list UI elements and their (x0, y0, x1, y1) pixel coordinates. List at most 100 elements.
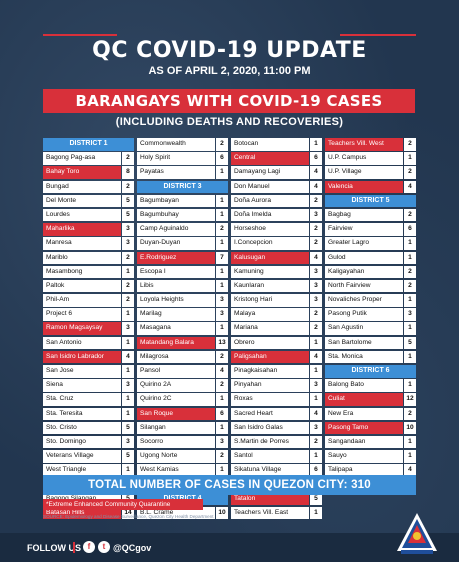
barangay-row: Pasong Putik 3 (325, 308, 416, 321)
barangay-name: North Fairview (325, 279, 403, 293)
barangay-name: Botocan (231, 138, 309, 151)
barangay-name: Doña Imelda (231, 208, 309, 222)
barangay-name: Camp Aguinaldo (137, 223, 215, 236)
column-4: Teachers Vill. West 2 U.P. Campus 1 U.P. Vil… (325, 138, 416, 493)
barangay-row: Sto. Cristo 5 (43, 421, 134, 435)
barangay-name: Sto. Cristo (43, 421, 121, 435)
barangay-row: Doña Aurora 2 (231, 194, 322, 208)
barangay-name: Milagrosa (137, 350, 215, 364)
header: QC COVID-19 UPDATE AS OF APRIL 2, 2020, … (0, 0, 459, 86)
case-count: 2 (310, 308, 322, 321)
barangay-name: Socorro (137, 435, 215, 449)
case-count: 1 (404, 237, 416, 250)
barangay-name: Pinagkaisahan (231, 365, 309, 378)
barangay-row: Greater Lagro 1 (325, 237, 416, 250)
header-rule-left (43, 34, 117, 36)
barangay-row: S.Martin de Porres 2 (231, 435, 322, 449)
case-count: 1 (216, 208, 228, 222)
barangay-name: Sauyo (325, 450, 403, 463)
barangay-name: Pinyahan (231, 379, 309, 392)
barangay-name: Matandang Balara (137, 336, 215, 350)
barangay-name: New Era (325, 407, 403, 421)
case-count: 2 (216, 450, 228, 463)
case-count: 1 (310, 506, 322, 520)
case-count: 1 (404, 322, 416, 335)
barangay-name: San Isidro Galas (231, 421, 309, 435)
barangay-row: Kaligayahan 2 (325, 265, 416, 279)
barangay-row: Doña Imelda 3 (231, 208, 322, 222)
barangay-row: Quirino 2C 1 (137, 393, 228, 406)
district-heading: DISTRICT 3 (137, 180, 228, 194)
barangay-row: Bagong Pag-asa 2 (43, 152, 134, 165)
case-count: 6 (216, 407, 228, 421)
barangay-name: Payatas (137, 166, 215, 179)
case-count: 3 (122, 237, 134, 250)
barangay-row-eecq: San Roque 6 (137, 407, 228, 421)
twitter-icon[interactable]: t (98, 541, 110, 553)
case-count: 2 (404, 208, 416, 222)
case-count: 3 (122, 322, 134, 335)
case-count: 5 (122, 208, 134, 222)
barangay-row: Veterans Village 5 (43, 450, 134, 463)
barangay-name: Obrero (231, 336, 309, 350)
case-count: 3 (216, 294, 228, 307)
barangay-row: Holy Spirit 6 (137, 152, 228, 165)
barangay-row: Camp Aguinaldo 2 (137, 223, 228, 236)
barangay-name: Quirino 2A (137, 379, 215, 392)
case-count: 1 (216, 265, 228, 279)
barangay-name: Kaligayahan (325, 265, 403, 279)
barangay-name: Escopa I (137, 265, 215, 279)
case-count: 4 (310, 180, 322, 194)
barangay-row: Bagumbuhay 1 (137, 208, 228, 222)
barangay-row: I.Concepcion 2 (231, 237, 322, 250)
barangay-name: Duyan-Duyan (137, 237, 215, 250)
case-count: 1 (216, 464, 228, 477)
case-count: 2 (310, 435, 322, 449)
barangay-name: Tatalon (231, 492, 309, 506)
barangay-row: San Isidro Galas 3 (231, 421, 322, 435)
barangay-name: Kalusugan (231, 251, 309, 264)
barangay-row: Silangan 1 (137, 421, 228, 435)
case-count: 2 (404, 166, 416, 179)
barangay-row-eecq: E.Rodriguez 7 (137, 251, 228, 264)
barangay-name: Manresa (43, 237, 121, 250)
barangay-row: Lourdes 5 (43, 208, 134, 222)
facebook-icon[interactable]: f (83, 541, 95, 553)
barangay-row: San Jose 1 (43, 365, 134, 378)
barangay-name: Masagana (137, 322, 215, 335)
barangay-row: Balong Bato 1 (325, 379, 416, 392)
district-heading-label: DISTRICT 5 (351, 196, 390, 204)
barangay-row: Kristong Hari 3 (231, 294, 322, 307)
district-heading: DISTRICT 5 (325, 194, 416, 208)
case-count: 3 (122, 379, 134, 392)
case-count: 2 (404, 279, 416, 293)
case-count: 1 (122, 308, 134, 321)
barangay-name: Sacred Heart (231, 407, 309, 421)
case-count: 10 (404, 421, 416, 435)
case-count: 10 (216, 506, 228, 520)
header-rule-right (340, 34, 416, 36)
case-count: 4 (404, 180, 416, 194)
case-count: 2 (310, 194, 322, 208)
barangay-name: Bagumbuhay (137, 208, 215, 222)
barangay-name: U.P. Village (325, 166, 403, 179)
case-count: 1 (122, 393, 134, 406)
barangay-row: West Kamias 1 (137, 464, 228, 477)
barangay-name: Santol (231, 450, 309, 463)
social-handle[interactable]: @QCgov (113, 543, 152, 553)
barangay-row: Bungad 2 (43, 180, 134, 194)
case-count: 5 (404, 336, 416, 350)
barangay-name: Sikatuna Village (231, 464, 309, 477)
barangay-row: Sta. Monica 1 (325, 350, 416, 364)
case-count: 4 (216, 365, 228, 378)
barangay-row: Pansol 4 (137, 365, 228, 378)
barangay-name: Maharlika (43, 223, 121, 236)
case-count: 14 (122, 506, 134, 520)
barangay-name: Ramon Magsaysay (43, 322, 121, 335)
barangay-name: Bagbag (325, 208, 403, 222)
barangay-row: San Bartolome 5 (325, 336, 416, 350)
barangay-name: Lourdes (43, 208, 121, 222)
barangay-row: Damayang Lagi 4 (231, 166, 322, 179)
case-count: 4 (310, 166, 322, 179)
